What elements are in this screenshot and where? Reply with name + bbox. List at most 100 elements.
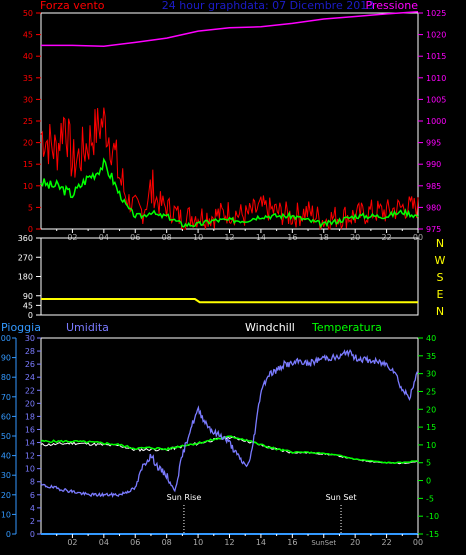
pressure-right-tick-label: 975 <box>426 225 441 234</box>
weather-x-tick-label: 14 <box>256 538 266 547</box>
wind-gust-line <box>40 107 419 231</box>
temperature-tick-label: 0 <box>426 477 431 486</box>
wind-left-tick-label: 15 <box>23 160 33 169</box>
compass-letter: S <box>437 271 444 284</box>
direction-panel-frame <box>40 237 419 316</box>
rain-tick-label: 30 <box>1 471 11 480</box>
wind-plot-area <box>40 10 419 231</box>
weather-x-tick-label: 20 <box>350 538 360 547</box>
pressure-right-tick-label: 1025 <box>426 9 446 18</box>
wind-left-tick-label: 0 <box>28 225 33 234</box>
rain-tick-label: 90 <box>1 354 11 363</box>
direction-left-tick-label: 90 <box>23 292 33 301</box>
humidity-tick-label: 12 <box>25 452 35 461</box>
pressure-right-tick-label: 1005 <box>426 95 446 104</box>
direction-left-tick-label: 180 <box>18 273 33 282</box>
weather-x-tick-label: 04 <box>99 538 109 547</box>
humidity-tick-label: 14 <box>25 439 35 448</box>
rain-tick-label: 40 <box>1 452 11 461</box>
temperature-axis: -15 -10 -5 0 5 10 15 20 25 30 35 40 <box>418 334 439 539</box>
rain-tick-label: 10 <box>1 510 11 519</box>
pressure-right-tick-label: 1020 <box>426 31 446 40</box>
humidity-tick-label: 16 <box>25 425 35 434</box>
pressure-line <box>41 10 419 48</box>
wind-left-tick-label: 25 <box>23 117 33 126</box>
temperature-line <box>40 435 419 464</box>
temperature-tick-label: 30 <box>426 370 436 379</box>
wind-left-tick-label: 10 <box>23 182 33 191</box>
humidity-tick-label: 6 <box>30 491 35 500</box>
temperature-tick-label: 25 <box>426 387 436 396</box>
wind-speed-line <box>40 157 419 229</box>
wind-title: Forza vento <box>40 0 105 12</box>
temperature-tick-label: 15 <box>426 423 436 432</box>
wind-left-tick-label: 35 <box>23 74 33 83</box>
wind-left-tick-label: 45 <box>23 31 33 40</box>
rain-tick-label: 80 <box>1 373 11 382</box>
compass-letter: E <box>437 288 444 301</box>
direction-left-tick-label: 0 <box>28 311 33 320</box>
pressure-right-tick-label: 1015 <box>426 52 446 61</box>
humidity-tick-label: 30 <box>25 334 35 343</box>
wind-x-axis: 02 04 06 08 10 12 14 16 18 20 22 00 <box>56 229 423 242</box>
pressure-right-tick-label: 1010 <box>426 74 446 83</box>
compass-letter: W <box>435 254 446 267</box>
wind-left-tick-label: 20 <box>23 139 33 148</box>
humidity-tick-label: 20 <box>25 399 35 408</box>
sun-event-label: Sun Set <box>326 493 357 502</box>
direction-plot-area <box>41 298 418 304</box>
humidity-tick-label: 28 <box>25 347 35 356</box>
direction-left-tick-label: 360 <box>18 234 33 243</box>
temperature-tick-label: 40 <box>426 334 436 343</box>
chart-main-title: 24 hour graphdata: 07 Dicembre 2013 <box>162 0 374 12</box>
weather-x-tick-label: 00 <box>413 538 423 547</box>
rain-tick-label: 100 <box>0 334 11 343</box>
weather-x-axis: 02 04 06 08 10 12 14 16 SunSet 20 22 00 <box>56 534 423 547</box>
wind-left-tick-label: 50 <box>23 9 33 18</box>
pressure-right-tick-label: 995 <box>426 139 441 148</box>
rain-tick-label: 70 <box>1 393 11 402</box>
weather-x-tick-label: 06 <box>130 538 140 547</box>
pressure-title: Pressione <box>366 0 419 12</box>
pressure-right-tick-label: 990 <box>426 160 441 169</box>
temperature-tick-label: 5 <box>426 459 431 468</box>
humidity-tick-label: 26 <box>25 360 35 369</box>
weather-x-tick-label: 22 <box>381 538 391 547</box>
wind-left-tick-label: 30 <box>23 95 33 104</box>
humidity-tick-label: 22 <box>25 386 35 395</box>
temperature-title: Temperatura <box>311 321 382 334</box>
temperature-tick-label: -5 <box>426 494 434 503</box>
temperature-tick-label: 35 <box>426 352 436 361</box>
weather-x-tick-label: 12 <box>224 538 234 547</box>
weather-x-tick-label: 10 <box>193 538 203 547</box>
direction-left-tick-label: 270 <box>18 253 33 262</box>
humidity-title: Umidita <box>66 321 109 334</box>
humidity-tick-label: 24 <box>25 373 35 382</box>
humidity-tick-label: 4 <box>30 504 35 513</box>
humidity-tick-label: 10 <box>25 465 35 474</box>
pressure-right-tick-label: 1000 <box>426 117 446 126</box>
pressure-right-tick-label: 985 <box>426 182 441 191</box>
rain-axis: 0 10 20 30 40 50 60 70 80 90 100 <box>0 334 17 539</box>
humidity-line <box>40 348 419 499</box>
rain-tick-label: 60 <box>1 412 11 421</box>
weather-x-tick-label: 16 <box>287 538 297 547</box>
wind-left-tick-label: 40 <box>23 52 33 61</box>
rain-tick-label: 50 <box>1 432 11 441</box>
rain-tick-label: 20 <box>1 491 11 500</box>
temperature-tick-label: -15 <box>426 530 439 539</box>
humidity-tick-label: 2 <box>30 517 35 526</box>
wind-direction-line <box>41 298 418 304</box>
weather-x-tick-label: 08 <box>162 538 172 547</box>
weather-x-tick-label: 02 <box>67 538 77 547</box>
compass-letter: N <box>436 237 444 250</box>
temperature-tick-label: 20 <box>426 405 436 414</box>
weather-plot-area: Sun Rise Sun Set <box>40 348 419 535</box>
pressure-right-tick-label: 980 <box>426 203 441 212</box>
wind-left-tick-label: 5 <box>28 203 33 212</box>
humidity-tick-label: 0 <box>30 530 35 539</box>
